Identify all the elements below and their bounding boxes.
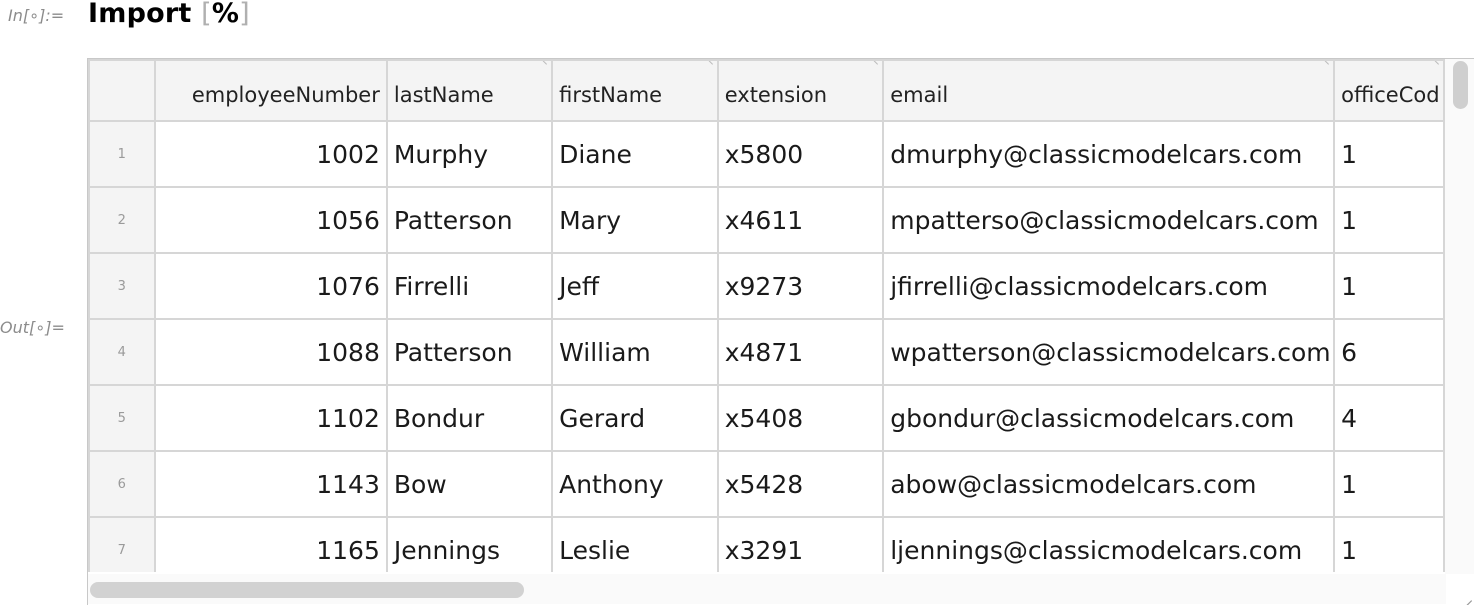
first-name-cell[interactable]: William: [551, 318, 719, 386]
row-index-cell: 7: [88, 516, 156, 572]
table-row[interactable]: 5 1102 Bondur Gerard x5408 gbondur@classicmod…: [88, 384, 1445, 452]
column-header-label: email: [890, 82, 949, 107]
row-index-cell: 5: [88, 384, 156, 452]
extension-cell[interactable]: x5428: [716, 450, 885, 518]
column-resize-icon[interactable]: [862, 64, 878, 80]
email-cell[interactable]: wpatterson@classicmodelcars.com: [882, 318, 1336, 386]
extension-cell[interactable]: x3291: [716, 516, 885, 572]
employee-number-cell[interactable]: 1056: [153, 186, 388, 254]
employee-number-cell[interactable]: 1088: [153, 318, 388, 386]
column-header-label: lastName: [393, 82, 494, 107]
office-code-cell[interactable]: 4: [1333, 384, 1445, 452]
extension-cell[interactable]: x4611: [716, 186, 885, 254]
employee-number-cell[interactable]: 1002: [153, 120, 388, 188]
last-name-cell[interactable]: Murphy: [385, 120, 554, 188]
column-resize-icon[interactable]: [697, 64, 713, 80]
horizontal-scrollbar-thumb[interactable]: [90, 582, 524, 598]
first-name-cell[interactable]: Mary: [551, 186, 719, 254]
employee-number-cell[interactable]: 1143: [153, 450, 388, 518]
column-header-employee-number[interactable]: employeeNumber: [153, 59, 388, 122]
last-name-cell[interactable]: Patterson: [385, 186, 554, 254]
office-code-cell[interactable]: 1: [1333, 120, 1445, 188]
column-header-last-name[interactable]: lastName: [385, 59, 554, 122]
row-index-cell: 6: [88, 450, 156, 518]
extension-cell[interactable]: x5408: [716, 384, 885, 452]
row-index-cell: 1: [88, 120, 156, 188]
resize-handle-icon[interactable]: [1450, 579, 1472, 605]
output-cell-label: Out[∘]=: [0, 318, 65, 337]
code-argument: %: [211, 0, 240, 29]
employee-number-cell[interactable]: 1076: [153, 252, 388, 320]
code-close-bracket: ]: [239, 0, 250, 29]
extension-cell[interactable]: x9273: [716, 252, 885, 320]
column-header-label: extension: [724, 82, 828, 107]
employee-number-cell[interactable]: 1165: [153, 516, 388, 572]
table-viewport: employeeNumber lastName firstName extens…: [88, 59, 1445, 572]
table-row[interactable]: 4 1088 Patterson William x4871 wpatterson@cla…: [88, 318, 1445, 386]
first-name-cell[interactable]: Anthony: [551, 450, 719, 518]
extension-cell[interactable]: x4871: [716, 318, 885, 386]
office-code-cell[interactable]: 6: [1333, 318, 1445, 386]
email-cell[interactable]: abow@classicmodelcars.com: [882, 450, 1336, 518]
input-cell-code[interactable]: Import [%]: [88, 0, 250, 29]
column-resize-icon[interactable]: [1313, 64, 1329, 80]
last-name-cell[interactable]: Jennings: [385, 516, 554, 572]
table-row[interactable]: 6 1143 Bow Anthony x5428 abow@classicmodelcar…: [88, 450, 1445, 518]
last-name-cell[interactable]: Bondur: [385, 384, 554, 452]
header-index-cell: [88, 59, 156, 122]
first-name-cell[interactable]: Leslie: [551, 516, 719, 572]
email-cell[interactable]: dmurphy@classicmodelcars.com: [882, 120, 1336, 188]
row-index-cell: 2: [88, 186, 156, 254]
table-body: 1 1002 Murphy Diane x5800 dmurphy@classicmode…: [88, 120, 1445, 572]
first-name-cell[interactable]: Jeff: [551, 252, 719, 320]
column-header-email[interactable]: email: [882, 59, 1336, 122]
last-name-cell[interactable]: Firrelli: [385, 252, 554, 320]
table-row[interactable]: 2 1056 Patterson Mary x4611 mpatterso@classic…: [88, 186, 1445, 254]
vertical-scrollbar-thumb[interactable]: [1453, 61, 1468, 109]
first-name-cell[interactable]: Diane: [551, 120, 719, 188]
first-name-cell[interactable]: Gerard: [551, 384, 719, 452]
column-header-office-code[interactable]: officeCod: [1333, 59, 1445, 122]
data-table: employeeNumber lastName firstName extens…: [88, 59, 1445, 572]
column-header-label: officeCod: [1341, 82, 1440, 107]
last-name-cell[interactable]: Patterson: [385, 318, 554, 386]
employee-number-cell[interactable]: 1102: [153, 384, 388, 452]
table-row[interactable]: 7 1165 Jennings Leslie x3291 ljennings@classi…: [88, 516, 1445, 572]
row-index-cell: 3: [88, 252, 156, 320]
email-cell[interactable]: jfirrelli@classicmodelcars.com: [882, 252, 1336, 320]
header-row: employeeNumber lastName firstName extens…: [88, 59, 1445, 122]
column-header-extension[interactable]: extension: [716, 59, 885, 122]
extension-cell[interactable]: x5800: [716, 120, 885, 188]
email-cell[interactable]: ljennings@classicmodelcars.com: [882, 516, 1336, 572]
column-resize-icon[interactable]: [531, 64, 547, 80]
table-row[interactable]: 1 1002 Murphy Diane x5800 dmurphy@classicmode…: [88, 120, 1445, 188]
email-cell[interactable]: gbondur@classicmodelcars.com: [882, 384, 1336, 452]
input-cell-label: In[∘]:=: [8, 6, 65, 25]
row-index-cell: 4: [88, 318, 156, 386]
column-header-first-name[interactable]: firstName: [551, 59, 719, 122]
column-header-label: firstName: [559, 82, 663, 107]
column-resize-icon[interactable]: [1423, 64, 1439, 80]
vertical-scrollbar[interactable]: [1445, 59, 1474, 574]
office-code-cell[interactable]: 1: [1333, 252, 1445, 320]
office-code-cell[interactable]: 1: [1333, 450, 1445, 518]
office-code-cell[interactable]: 1: [1333, 186, 1445, 254]
code-open-bracket: [: [201, 0, 212, 29]
email-cell[interactable]: mpatterso@classicmodelcars.com: [882, 186, 1336, 254]
table-row[interactable]: 3 1076 Firrelli Jeff x9273 jfirrelli@classicm…: [88, 252, 1445, 320]
office-code-cell[interactable]: 1: [1333, 516, 1445, 572]
last-name-cell[interactable]: Bow: [385, 450, 554, 518]
dataset-grid[interactable]: employeeNumber lastName firstName extens…: [87, 58, 1474, 605]
code-function: Import: [88, 0, 192, 29]
